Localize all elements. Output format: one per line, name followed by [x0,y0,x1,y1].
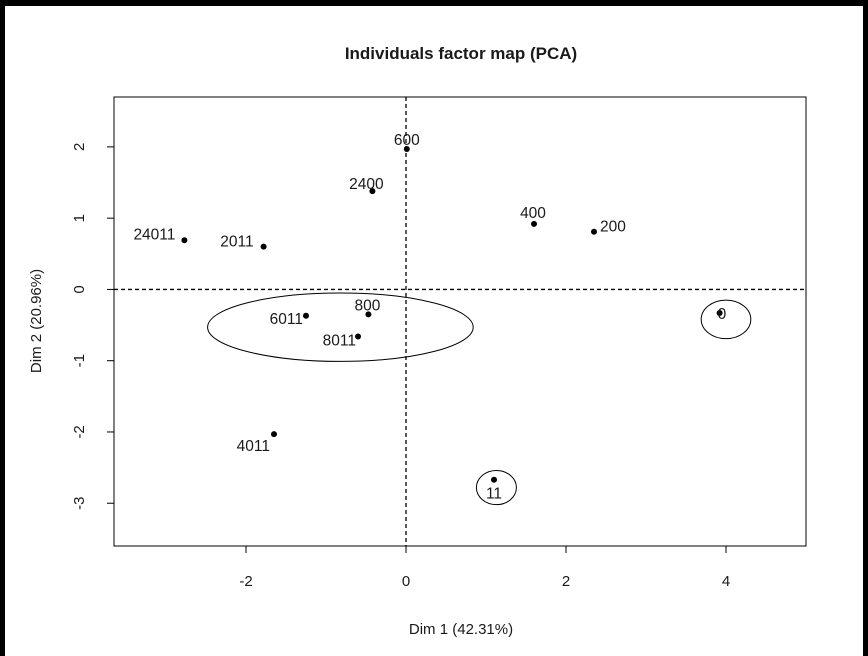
data-point-label: 6011 [270,311,303,328]
data-point-label: 11 [486,486,502,503]
data-point [369,188,376,195]
y-axis-label: Dim 2 (20.96%) [28,269,45,373]
data-point-label: 4011 [237,438,270,455]
data-point-label: 800 [354,297,380,314]
chart-title: Individuals factor map (PCA) [345,44,577,63]
y-tick-label: 1 [71,214,88,222]
data-point-label: 0 [718,306,727,323]
x-axis-label: Dim 1 (42.31%) [409,621,513,638]
data-point-label: 2011 [220,234,253,251]
data-point [403,146,410,153]
highlight-ellipse [207,292,474,362]
data-point [181,237,188,244]
data-point [491,476,497,483]
data-point [303,312,309,319]
data-point-label: 2400 [349,176,384,193]
data-point [531,220,537,227]
y-tick-label: 0 [71,285,88,293]
x-tick-label: 4 [722,573,730,590]
data-point [716,309,723,316]
x-tick-label: 2 [562,573,570,590]
y-tick-label: -3 [71,497,88,510]
data-point-label: 400 [520,205,546,222]
data-point [365,311,372,318]
data-point [260,243,267,250]
data-point-label: 8011 [323,332,356,349]
y-tick-label: -1 [71,354,88,367]
data-point-label: 600 [394,132,420,149]
highlight-circle [475,469,517,506]
y-tick-label: -2 [71,425,88,438]
highlight-circle [700,299,752,340]
data-point [271,431,277,438]
x-tick-label: -2 [239,573,252,590]
y-tick-label: 2 [71,143,88,151]
plot-area-border [113,96,807,547]
data-point [591,228,597,235]
data-point-label: 200 [600,219,626,236]
data-point-label: 24011 [133,226,175,243]
x-tick-label: 0 [402,573,410,590]
data-point [355,333,361,340]
